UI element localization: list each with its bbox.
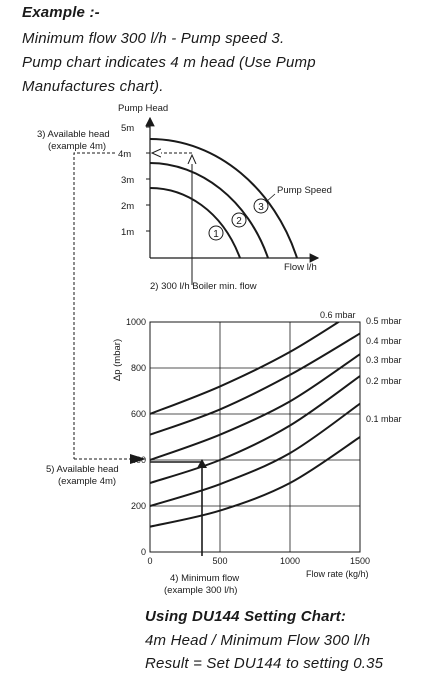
du-y-tick: 1000: [126, 317, 146, 327]
pump-chart: Pump Head Flow l/h 5m 4m 3m 2m 1m 1: [37, 103, 332, 292]
speed-2-badge: 2: [231, 212, 247, 228]
available-head-annotation-1: 3) Available head: [37, 129, 110, 140]
pump-speed-label: Pump Speed: [277, 185, 332, 196]
du-series-label: 0.4 mbar: [366, 336, 402, 346]
speed-1-badge: 1: [208, 225, 224, 241]
du-x-tick: 500: [212, 556, 227, 566]
pump-speed-leader: [265, 193, 276, 203]
speed-3-badge: 3: [253, 198, 269, 214]
pump-tick-2m: 2m: [121, 201, 134, 212]
du-grid: [149, 321, 361, 553]
pump-curve-speed-1: [149, 187, 241, 259]
pump-flow-label: Flow l/h: [284, 262, 317, 273]
du-frame: [149, 321, 361, 553]
example-title: Example :-: [22, 4, 100, 21]
pump-tick-4m: 4m: [118, 149, 131, 160]
du-series: [150, 322, 360, 528]
du-series-line: [150, 322, 341, 415]
du-min-flow-annotation-1: 4) Minimum flow: [170, 573, 239, 584]
du-series-label: 0.6 mbar: [320, 310, 356, 320]
du-series-line: [150, 332, 360, 436]
svg-text:2: 2: [236, 216, 242, 227]
du-min-flow-annotation-2: (example 300 l/h): [164, 585, 237, 596]
pump-tick-5m: 5m: [121, 123, 134, 134]
example-line-1: Minimum flow 300 l/h - Pump speed 3.: [22, 30, 285, 47]
du-y-tick: 400: [131, 455, 146, 465]
footer-line-2: Result = Set DU144 to setting 0.35: [145, 655, 384, 672]
du-x-tick: 0: [147, 556, 152, 566]
example-line-2: Pump chart indicates 4 m head (Use Pump: [22, 54, 316, 71]
du144-chart: Δp (mbar) Flow rate (kg/h) 0 500 1000 15000…: [46, 310, 402, 596]
du-series-labels: 0.6 mbar 0.5 mbar 0.4 mbar 0.3 mbar 0.2 mbar…: [320, 310, 402, 424]
pump-curve-speed-2: [149, 162, 269, 259]
du-available-annotation-2: (example 4m): [58, 476, 116, 487]
pump-head-label: Pump Head: [118, 103, 168, 114]
du-series-label: 0.5 mbar: [366, 316, 402, 326]
available-head-annotation-2: (example 4m): [48, 141, 106, 152]
footer-line-1: 4m Head / Minimum Flow 300 l/h: [145, 632, 371, 649]
du-300-arrowhead: [197, 459, 207, 468]
footer-title: Using DU144 Setting Chart:: [145, 608, 347, 625]
head-connector-arrowhead: [130, 454, 146, 464]
svg-text:1: 1: [213, 229, 219, 240]
du-series-line: [150, 436, 360, 528]
head-connector-dashed: [73, 152, 115, 459]
svg-text:3: 3: [258, 202, 264, 213]
du-ticks: 0 500 1000 1500 0 200 400 600 800 1000: [126, 317, 370, 566]
du-series-line: [150, 375, 360, 484]
min-flow-annotation: 2) 300 l/h Boiler min. flow: [150, 281, 257, 292]
du-y-tick: 600: [131, 409, 146, 419]
pump-y-ticks: 5m 4m 3m 2m 1m: [118, 123, 150, 238]
du-y-tick: 200: [131, 501, 146, 511]
du-series-line: [150, 402, 360, 507]
du-y-tick: 0: [141, 547, 146, 557]
du-x-tick: 1500: [350, 556, 370, 566]
du-series-label: 0.3 mbar: [366, 355, 402, 365]
du-y-tick: 800: [131, 363, 146, 373]
pump-curve-speed-3: [149, 138, 298, 259]
du-series-label: 0.1 mbar: [366, 414, 402, 424]
du-y-axis-label: Δp (mbar): [112, 339, 123, 381]
du-series-line: [150, 353, 360, 461]
du-available-annotation-1: 5) Available head: [46, 464, 119, 475]
example-line-3: Manufactures chart).: [22, 78, 164, 95]
du-series-label: 0.2 mbar: [366, 376, 402, 386]
pump-tick-3m: 3m: [121, 175, 134, 186]
pump-tick-1m: 1m: [121, 227, 134, 238]
du-x-tick: 1000: [280, 556, 300, 566]
du-x-axis-label: Flow rate (kg/h): [306, 569, 369, 579]
